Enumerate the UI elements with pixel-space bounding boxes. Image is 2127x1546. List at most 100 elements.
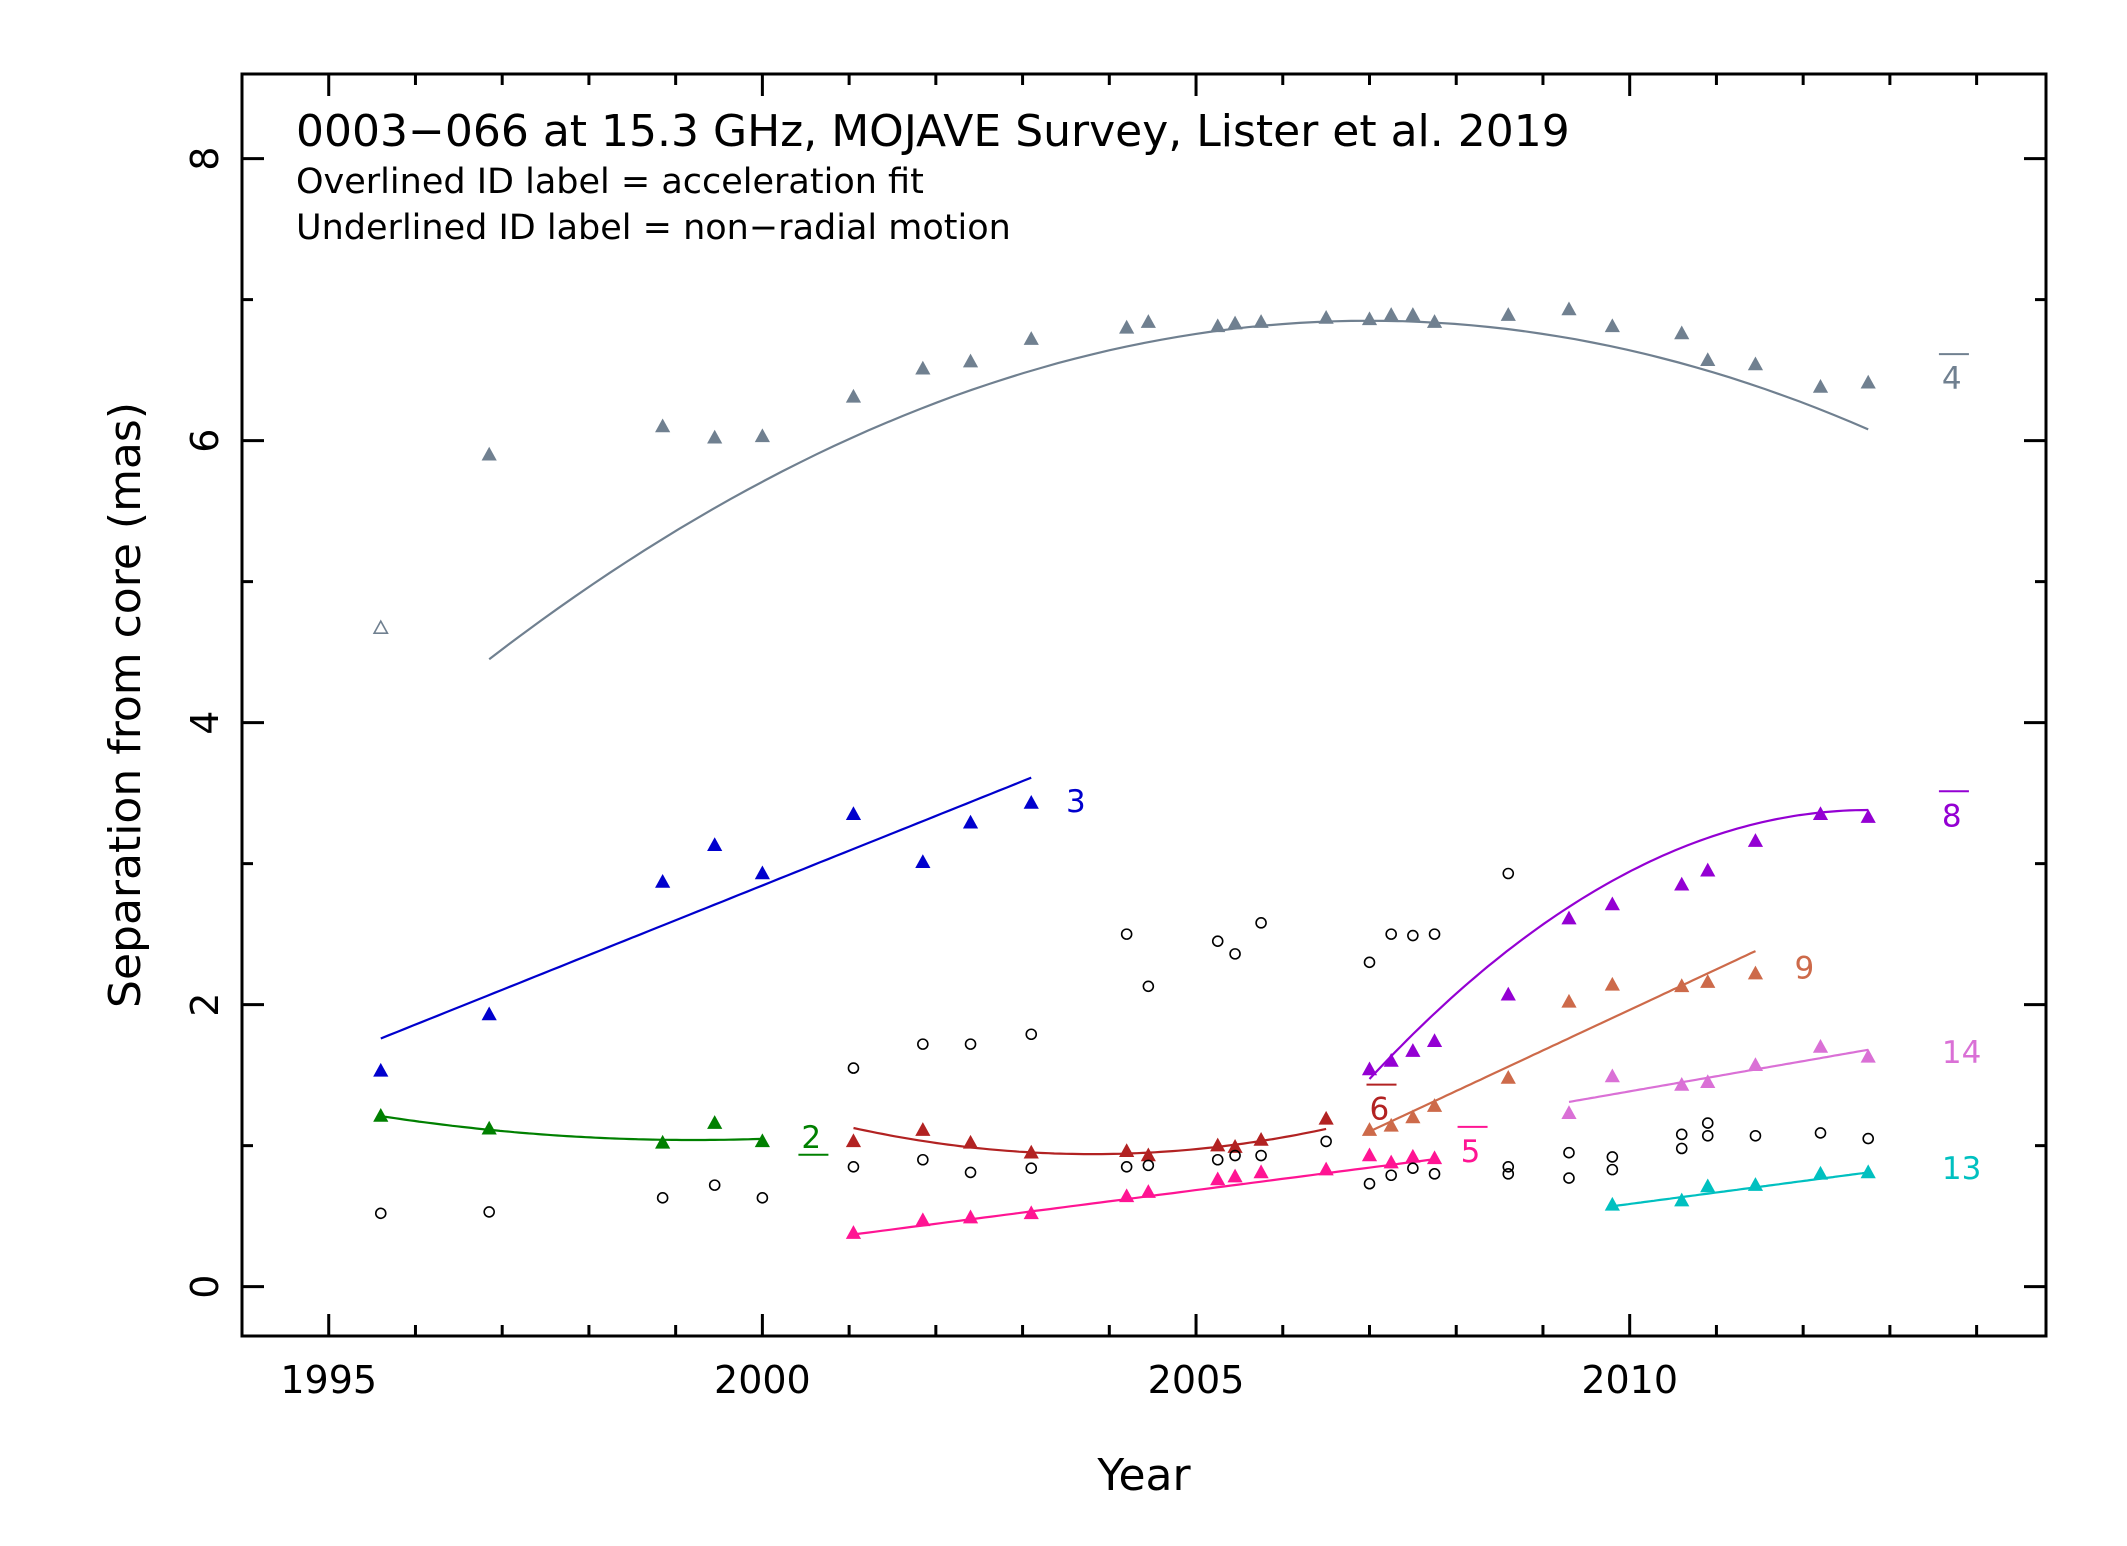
marker-6: [962, 1134, 979, 1149]
marker-9: [1405, 1109, 1421, 1124]
open-circle-marker: [964, 1166, 977, 1179]
open-circle-marker: [1229, 1149, 1241, 1162]
marker-4: [1561, 301, 1577, 316]
open-circle-marker: [1606, 1163, 1619, 1176]
marker-9: [1561, 993, 1577, 1008]
open-circle-marker: [756, 1192, 769, 1204]
marker-5: [915, 1212, 931, 1227]
y-axis-label: Separation from core (mas): [100, 402, 151, 1008]
component-label-14: 14: [1942, 1035, 1981, 1071]
open-circle-marker: [1025, 1028, 1038, 1041]
marker-13: [1860, 1164, 1876, 1179]
open-circle-marker: [1363, 1177, 1376, 1190]
component-label-6: 6: [1370, 1092, 1390, 1128]
open-circle-marker: [1563, 1146, 1575, 1159]
open-triangle-marker: [372, 619, 389, 634]
marker-6: [1318, 1110, 1334, 1125]
marker-9: [1604, 976, 1620, 991]
marker-6: [1253, 1132, 1269, 1146]
data-markers: [372, 301, 1876, 1239]
fit-line-4: [488, 319, 1869, 661]
open-circle-marker: [1407, 929, 1419, 942]
open-circle-marker: [1606, 1151, 1619, 1163]
open-circle-marker: [1701, 1129, 1714, 1142]
fit-line-2: [380, 1115, 763, 1142]
chart-subtitle-1: Overlined ID label = acceleration fit: [296, 162, 924, 202]
open-circle-marker: [847, 1160, 860, 1173]
marker-14: [1812, 1038, 1829, 1053]
marker-8: [1405, 1043, 1421, 1057]
marker-4: [1747, 356, 1764, 371]
marker-4: [1674, 325, 1690, 340]
marker-9: [1361, 1122, 1378, 1136]
marker-9: [1426, 1098, 1443, 1112]
marker-3: [1023, 794, 1039, 809]
open-circle-marker: [1142, 1159, 1155, 1172]
marker-8: [1361, 1061, 1378, 1076]
open-circle-marker: [1211, 1153, 1224, 1166]
marker-4: [1318, 309, 1334, 324]
marker-5: [1383, 1154, 1399, 1169]
x-tick-label: 1995: [280, 1358, 377, 1402]
marker-3: [962, 814, 979, 829]
marker-9: [1674, 978, 1690, 993]
marker-6: [845, 1133, 862, 1148]
marker-4: [754, 428, 770, 443]
open-circle-marker: [1428, 1168, 1441, 1180]
open-circle-marker: [1862, 1132, 1875, 1145]
axis-ticks: [240, 74, 2046, 1336]
marker-5: [1227, 1168, 1243, 1183]
marker-8: [1561, 910, 1577, 925]
marker-6: [1210, 1137, 1226, 1152]
component-label-3: 3: [1066, 784, 1086, 820]
marker-6: [1140, 1147, 1156, 1162]
open-circle-marker: [1211, 935, 1224, 947]
marker-13: [1604, 1196, 1620, 1211]
open-circle-marker: [1502, 1160, 1515, 1173]
marker-5: [1140, 1184, 1156, 1198]
open-circle-marker: [964, 1038, 977, 1050]
marker-13: [1674, 1192, 1690, 1207]
marker-4: [481, 446, 497, 461]
marker-4: [1023, 331, 1039, 345]
open-circle-marker: [483, 1206, 495, 1218]
marker-8: [1500, 986, 1516, 1001]
component-label-9: 9: [1794, 951, 1814, 987]
open-circle-marker: [1749, 1129, 1762, 1142]
open-circle-marker: [917, 1038, 929, 1050]
fit-lines: [380, 319, 1869, 1236]
marker-14: [1674, 1077, 1690, 1091]
marker-4: [655, 418, 671, 433]
marker-13: [1747, 1177, 1764, 1191]
marker-14: [1700, 1074, 1716, 1088]
open-circle-marker: [1320, 1135, 1332, 1148]
marker-4: [1860, 374, 1876, 389]
marker-9: [1747, 965, 1764, 980]
marker-2: [754, 1133, 770, 1148]
open-circle-marker: [1563, 1172, 1575, 1184]
marker-4: [845, 388, 862, 403]
marker-14: [1561, 1105, 1577, 1119]
chart-subtitle-2: Underlined ID label = non−radial motion: [296, 208, 1011, 248]
y-tick-label: 4: [183, 711, 227, 735]
open-circle-marker: [1363, 956, 1376, 969]
marker-9: [1383, 1117, 1399, 1132]
open-circle-marker: [1502, 867, 1515, 880]
marker-4: [915, 360, 931, 375]
marker-3: [915, 854, 931, 868]
marker-5: [1361, 1147, 1378, 1162]
marker-4: [1227, 315, 1243, 330]
open-circle-marker: [1255, 1149, 1267, 1162]
y-tick-label: 6: [183, 429, 227, 453]
marker-3: [707, 837, 723, 852]
marker-4: [707, 429, 723, 444]
marker-5: [1253, 1164, 1269, 1179]
open-circle-marker: [1675, 1128, 1688, 1141]
marker-3: [845, 806, 862, 821]
open-circle-marker: [374, 1207, 387, 1220]
marker-2: [707, 1115, 723, 1129]
open-circle-marker: [1142, 980, 1155, 993]
marker-4: [1405, 307, 1421, 321]
component-label-8: 8: [1942, 798, 1962, 834]
fit-line-6: [853, 1126, 1327, 1156]
